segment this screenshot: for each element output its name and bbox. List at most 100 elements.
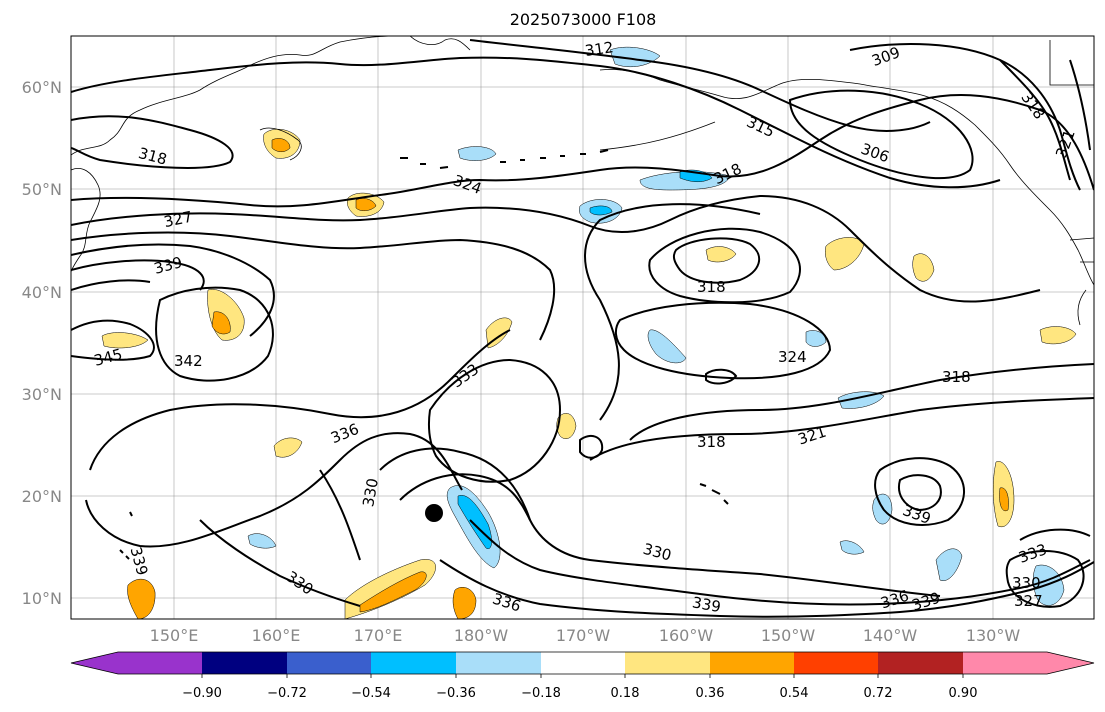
map-frame bbox=[70, 35, 1095, 620]
colorbar-segment bbox=[287, 652, 371, 674]
contour-309 bbox=[849, 43, 1081, 191]
contour-336 bbox=[89, 329, 511, 471]
colorbar-tick-label: 0.72 bbox=[864, 686, 893, 701]
colorbar-segment bbox=[541, 652, 625, 674]
lon-label-130w: 130°W bbox=[966, 626, 1021, 645]
negative-shading bbox=[647, 329, 687, 364]
contour-label: 330 bbox=[359, 477, 382, 508]
contour-330-east bbox=[1005, 550, 1085, 608]
contour-labels: 312 309 318 321 315 306 318 324 318 327 … bbox=[92, 38, 1079, 616]
contour-339 bbox=[71, 279, 151, 291]
negative-shading bbox=[935, 548, 963, 582]
coastline bbox=[599, 69, 1094, 286]
latitude-labels: 60°N 50°N 40°N 30°N 20°N 10°N bbox=[22, 78, 62, 608]
contour-label: 318 bbox=[697, 433, 726, 451]
contour-333-mid bbox=[427, 358, 562, 483]
longitude-labels: 150°E 160°E 170°E 180°W 170°W 160°W 150°… bbox=[150, 626, 1021, 645]
positive-shading bbox=[556, 413, 577, 439]
colorbar-tick-label: 0.18 bbox=[611, 686, 640, 701]
positive-shading bbox=[912, 253, 935, 282]
contour-315-low bbox=[672, 237, 761, 284]
colorbar-segment bbox=[456, 652, 541, 674]
contour-label: 327 bbox=[162, 208, 194, 232]
contour-label: 327 bbox=[1014, 592, 1043, 610]
lon-label-150w: 150°W bbox=[761, 626, 816, 645]
colorbar-tick-label: 0.36 bbox=[696, 686, 725, 701]
coastlines bbox=[71, 36, 1094, 326]
contour-318-low bbox=[648, 227, 801, 304]
lon-label-180w: 180°W bbox=[454, 626, 509, 645]
negative-shading bbox=[839, 540, 865, 555]
contour-339-high bbox=[874, 457, 965, 526]
positive-shading bbox=[273, 437, 303, 458]
colorbar-outline bbox=[70, 651, 1095, 675]
contour-333-east bbox=[1019, 528, 1091, 541]
contour-336-east bbox=[469, 519, 1091, 606]
positive-shading bbox=[1039, 326, 1077, 345]
lon-label-170e: 170°E bbox=[354, 626, 403, 645]
contour-333-south bbox=[379, 447, 941, 597]
lat-label-60n: 60°N bbox=[22, 78, 62, 97]
positive-shading bbox=[999, 487, 1009, 512]
positive-shading bbox=[355, 198, 377, 211]
lat-label-40n: 40°N bbox=[22, 283, 62, 302]
lon-label-140w: 140°W bbox=[863, 626, 918, 645]
coastline bbox=[259, 127, 302, 161]
contour-318-321-east bbox=[999, 59, 1091, 181]
contour-306 bbox=[788, 89, 974, 180]
shaded-field bbox=[101, 46, 1077, 619]
lon-label-160e: 160°E bbox=[252, 626, 301, 645]
contour-327 bbox=[71, 194, 1041, 303]
colorbar-segment bbox=[202, 652, 287, 674]
hawaii-islands bbox=[699, 483, 729, 505]
contour-345 bbox=[71, 319, 155, 361]
contour-label: 318 bbox=[942, 368, 971, 386]
colorbar-tick-label: 0.54 bbox=[780, 686, 809, 701]
lon-label-170w: 170°W bbox=[556, 626, 611, 645]
contour-342 bbox=[155, 286, 274, 382]
contour-339-east bbox=[439, 559, 1094, 618]
lat-label-20n: 20°N bbox=[22, 487, 62, 506]
colorbar-segment bbox=[794, 652, 878, 674]
positive-shading bbox=[452, 587, 477, 619]
island-marks bbox=[119, 511, 133, 560]
contour-315 bbox=[71, 56, 1001, 189]
colorbar-extend-low bbox=[71, 652, 118, 674]
negative-shading bbox=[805, 330, 827, 347]
contour-324-mid bbox=[584, 203, 761, 421]
contour-label: 339 bbox=[691, 593, 722, 616]
colorbar-tick-label: −0.72 bbox=[267, 686, 307, 701]
contour-small-loop bbox=[705, 368, 738, 385]
coastline bbox=[1069, 237, 1094, 263]
coastline bbox=[1049, 40, 1094, 86]
contour-330-inner bbox=[399, 473, 531, 521]
contour-324-south bbox=[614, 301, 832, 380]
contour-330-south bbox=[199, 519, 361, 607]
contour-324 bbox=[71, 94, 1094, 208]
positive-shading bbox=[359, 571, 427, 613]
negative-shading bbox=[589, 205, 613, 216]
contour-label: 330 bbox=[1012, 574, 1041, 592]
contour-318-east bbox=[629, 363, 1094, 441]
contour-321 bbox=[589, 397, 1094, 461]
colorbar-extend-high bbox=[1047, 652, 1094, 674]
positive-shading bbox=[825, 237, 865, 271]
colorbar-segment bbox=[963, 652, 1047, 674]
contour-330-north bbox=[71, 231, 556, 341]
colorbar-tick-label: −0.90 bbox=[182, 686, 222, 701]
colorbar-segment bbox=[625, 652, 710, 674]
map-title: 2025073000 F108 bbox=[510, 10, 657, 29]
island-marks bbox=[400, 149, 609, 169]
colorbar-tick-label: 0.90 bbox=[949, 686, 978, 701]
colorbar-tick-label: −0.18 bbox=[521, 686, 561, 701]
coastline bbox=[599, 121, 716, 151]
contour-inner-high bbox=[898, 474, 942, 512]
contour-330-west bbox=[319, 469, 361, 561]
contour-label: 324 bbox=[778, 348, 807, 366]
positive-shading bbox=[211, 311, 231, 335]
colorbar-segment bbox=[371, 652, 456, 674]
lat-label-30n: 30°N bbox=[22, 385, 62, 404]
contour-336-north bbox=[71, 259, 205, 291]
colorbar-segment bbox=[710, 652, 794, 674]
